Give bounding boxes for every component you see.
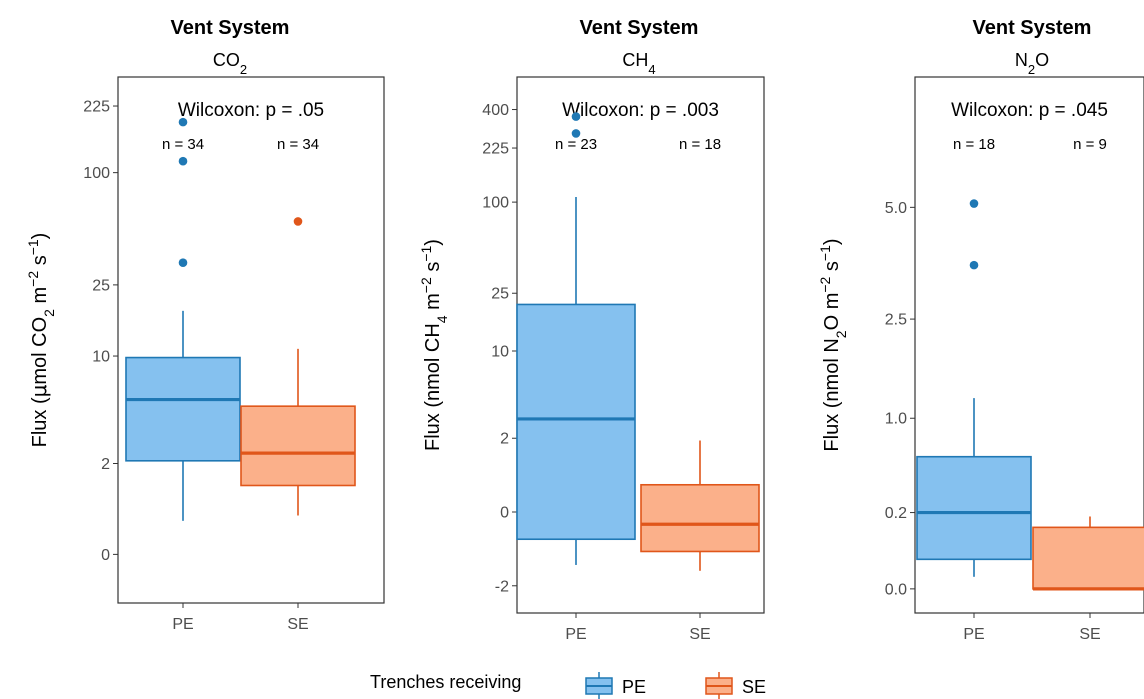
stat-label: Wilcoxon: p = .045 [951,100,1108,121]
outlier-point [571,112,581,121]
panel-n2o: Vent System N2O 0.0 0.2 1.0 2.5 5.0 PE SE Flux (n… [817,17,1144,643]
outlier-point [293,217,303,226]
stat-label: Wilcoxon: p = .003 [562,100,719,121]
y-axis-label: Flux (nmol CH4 m−2 s−1) [418,239,450,451]
panel-title: Vent System [171,17,290,39]
panel-subtitle: N2O [1015,50,1049,77]
box-iqr [125,356,241,462]
y-tick-label: 0 [500,505,509,522]
y-tick-label: 0 [101,547,110,564]
panel-subtitle: CO2 [213,50,247,77]
legend-label: SE [742,677,766,697]
outlier-point [178,156,188,166]
outlier-point [969,260,979,270]
outlier-point [178,117,188,127]
n-count-label: n = 23 [555,136,597,153]
outlier-point [571,129,581,138]
box-se [1032,516,1144,591]
y-tick-label: 2 [500,431,509,448]
y-tick-label: 225 [83,99,110,116]
panel-title: Vent System [580,17,699,39]
box-iqr [640,483,760,553]
panel-co2: Vent System CO2 0 2 10 25 100 225 PE SE Flux (μmol… [25,17,385,633]
stat-label: Wilcoxon: p = .05 [178,100,324,121]
y-tick-label: 25 [92,277,110,294]
legend-key-se: SE [705,672,766,699]
box-pe [516,112,636,565]
box-se [640,440,760,571]
box-pe [125,117,241,521]
box-iqr [916,455,1032,561]
x-tick-label: PE [565,626,586,643]
x-tick-label: SE [287,616,308,633]
legend-title: Trenches receiving [370,672,521,692]
panel-title: Vent System [973,17,1092,39]
panel-border [117,76,385,604]
y-axis-label: Flux (nmol N2O m−2 s−1) [817,238,849,451]
box-iqr [240,405,356,487]
y-tick-label: 100 [83,165,110,182]
n-count-label: n = 18 [679,136,721,153]
y-tick-label: 400 [482,102,509,119]
n-count-label: n = 18 [953,136,995,153]
y-tick-label: 25 [491,286,509,303]
y-tick-label: 2 [101,456,110,473]
box-se [240,217,356,516]
outlier-point [178,258,188,268]
box-pe [916,199,1032,577]
y-tick-label: 1.0 [885,411,907,428]
y-tick-label: 225 [482,141,509,158]
outlier-point [969,199,979,208]
legend-key-pe: PE [585,672,646,699]
legend: Trenches receiving PE SE [370,672,766,699]
box-iqr [1032,526,1144,590]
x-tick-label: SE [689,626,710,643]
panel-subtitle: CH4 [622,50,655,77]
x-tick-label: PE [963,626,984,643]
y-tick-label: 0.0 [885,581,907,598]
x-tick-label: SE [1079,626,1100,643]
x-tick-label: PE [172,616,193,633]
panel-ch4: Vent System CH4 -2 0 2 10 25 100 225 400 PE SE Flux … [418,17,765,643]
n-count-label: n = 34 [162,136,204,153]
y-tick-label: 5.0 [885,200,907,217]
y-tick-label: 0.2 [885,505,907,522]
panel-border [914,76,1144,614]
n-count-label: n = 34 [277,136,319,153]
y-axis-label: Flux (μmol CO2 m−2 s−1) [25,233,57,448]
y-tick-label: 2.5 [885,312,907,329]
box-iqr [516,303,636,541]
n-count-label: n = 9 [1073,136,1107,153]
legend-label: PE [622,677,646,697]
y-tick-label: -2 [495,578,509,595]
y-tick-label: 100 [482,195,509,212]
y-tick-label: 10 [92,349,110,366]
y-tick-label: 10 [491,343,509,360]
